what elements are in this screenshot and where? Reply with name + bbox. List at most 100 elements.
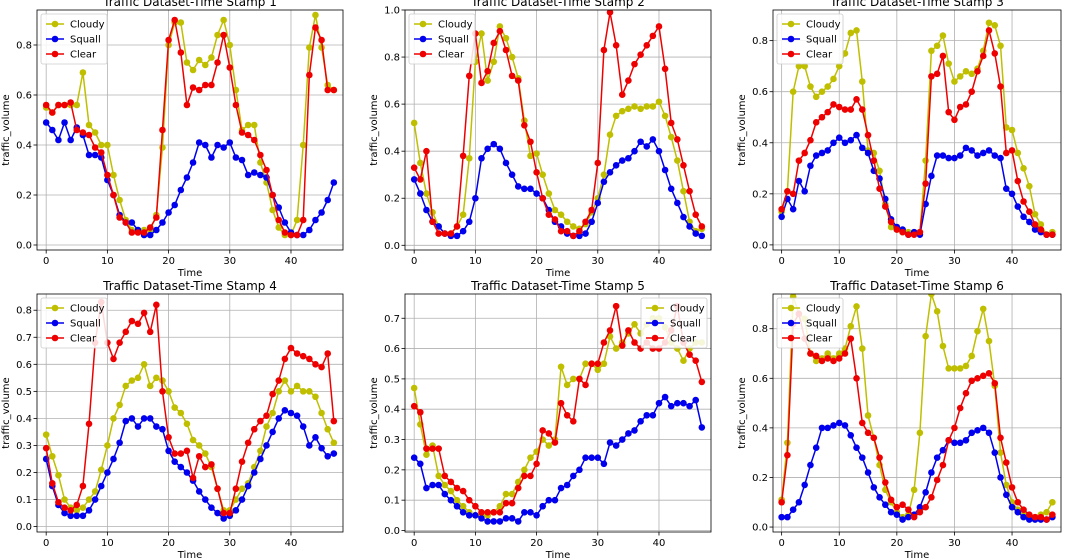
data-point-clear	[563, 411, 571, 419]
data-point-cloudy	[533, 150, 540, 157]
data-point-cloudy	[974, 327, 981, 335]
data-point-cloudy	[195, 442, 203, 449]
data-point-cloudy	[257, 447, 264, 455]
data-point-cloudy	[945, 60, 952, 67]
legend-label-clear: Clear	[70, 334, 97, 345]
legend-marker-squall	[51, 35, 59, 43]
data-point-squall	[478, 515, 485, 522]
x-tick-label: 30	[223, 256, 236, 267]
data-point-clear	[686, 351, 693, 358]
data-point-clear	[533, 460, 540, 468]
chart-title: Traffic Dataset-Time Stamp 1	[102, 0, 277, 9]
y-axis-label: traffic_volume	[737, 94, 748, 165]
data-point-clear	[643, 41, 651, 49]
legend-label-squall: Squall	[70, 319, 101, 330]
data-point-cloudy	[484, 77, 491, 84]
data-point-clear	[1037, 513, 1045, 521]
data-point-squall	[795, 498, 803, 506]
data-point-squall	[453, 232, 461, 240]
data-point-squall	[214, 141, 221, 149]
data-point-clear	[508, 72, 516, 80]
data-point-clear	[91, 144, 99, 151]
data-point-cloudy	[122, 382, 130, 390]
data-point-clear	[789, 190, 797, 198]
data-point-clear	[324, 86, 332, 94]
data-point-squall	[417, 190, 424, 197]
data-point-clear	[962, 389, 970, 397]
data-point-cloudy	[275, 388, 283, 395]
data-point-clear	[618, 91, 626, 99]
data-point-squall	[312, 434, 319, 441]
data-point-squall	[1008, 503, 1016, 511]
data-point-squall	[985, 147, 993, 154]
data-point-squall	[853, 131, 860, 139]
data-point-cloudy	[807, 83, 814, 90]
data-point-squall	[97, 482, 105, 490]
data-point-squall	[939, 446, 947, 454]
x-tick-label: 40	[653, 256, 666, 267]
data-point-clear	[281, 355, 289, 363]
data-point-squall	[220, 515, 227, 522]
data-point-cloudy	[465, 154, 473, 162]
data-point-cloudy	[171, 404, 178, 411]
data-point-cloudy	[459, 211, 467, 219]
data-point-clear	[183, 101, 191, 109]
data-point-squall	[1026, 516, 1033, 523]
data-point-cloudy	[1026, 182, 1033, 190]
data-point-clear	[146, 224, 154, 231]
data-point-clear	[257, 417, 264, 425]
data-point-cloudy	[1008, 126, 1016, 134]
data-point-cloudy	[79, 504, 87, 511]
data-point-clear	[1020, 198, 1027, 205]
data-point-clear	[459, 487, 467, 495]
data-point-clear	[165, 434, 172, 441]
data-point-clear	[140, 229, 148, 236]
data-point-clear	[606, 327, 614, 334]
data-point-clear	[202, 81, 209, 89]
data-point-clear	[269, 390, 276, 398]
axes-frame	[36, 9, 344, 251]
data-point-squall	[893, 511, 901, 518]
data-point-cloudy	[306, 388, 313, 395]
data-point-squall	[576, 232, 583, 240]
data-point-clear	[979, 372, 987, 380]
data-point-clear	[612, 302, 620, 310]
data-point-cloudy	[128, 377, 136, 384]
legend-label-clear: Clear	[806, 334, 833, 345]
data-point-clear	[922, 503, 929, 511]
data-point-clear	[916, 228, 924, 236]
data-point-squall	[263, 442, 270, 449]
data-point-cloudy	[110, 171, 117, 179]
data-point-squall	[680, 399, 687, 407]
y-tick-label: 0.2	[752, 189, 768, 200]
data-point-clear	[478, 508, 485, 516]
data-point-clear	[795, 157, 803, 164]
data-point-squall	[570, 472, 577, 480]
data-point-clear	[1002, 459, 1010, 466]
data-point-squall	[202, 141, 209, 149]
y-tick-label: 0.4	[752, 423, 768, 434]
series-group	[42, 298, 338, 522]
data-point-cloudy	[521, 466, 528, 474]
data-point-cloudy	[79, 69, 87, 76]
data-point-cloudy	[226, 41, 234, 49]
data-point-clear	[631, 339, 638, 346]
data-point-clear	[417, 176, 424, 183]
data-point-clear	[812, 119, 820, 126]
data-point-clear	[1008, 147, 1016, 154]
data-point-cloudy	[951, 365, 958, 372]
data-point-squall	[183, 174, 191, 181]
data-point-squall	[887, 508, 895, 516]
data-point-cloudy	[812, 93, 820, 101]
data-point-squall	[410, 176, 418, 183]
y-tick-label: 0.7	[384, 314, 400, 325]
data-point-clear	[232, 485, 240, 493]
data-point-squall	[226, 139, 234, 146]
data-point-cloudy	[818, 88, 826, 95]
data-point-cloudy	[177, 409, 185, 417]
data-point-clear	[521, 121, 528, 129]
data-point-squall	[1020, 213, 1027, 221]
data-point-clear	[195, 452, 203, 460]
data-point-cloudy	[643, 103, 651, 110]
data-point-clear	[533, 169, 540, 176]
